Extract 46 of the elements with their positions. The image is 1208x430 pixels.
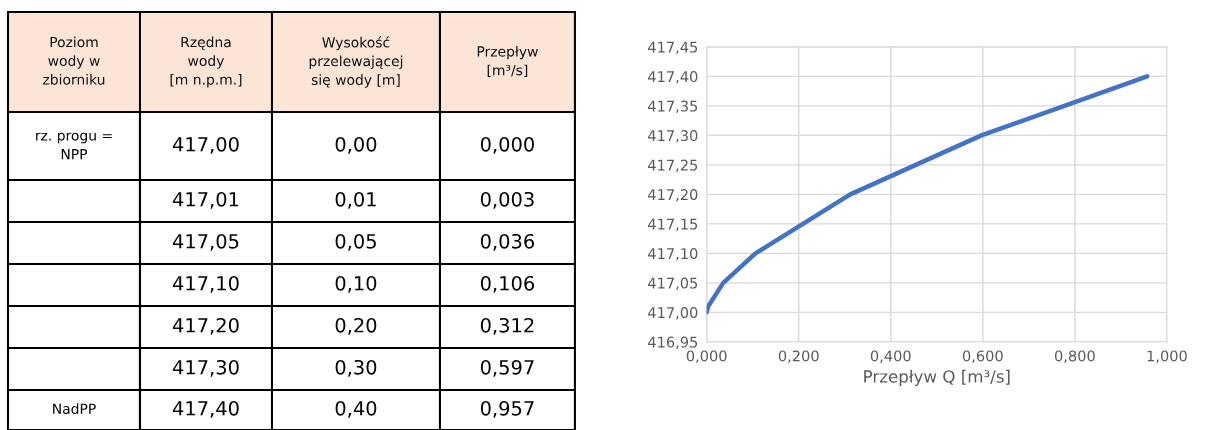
data-label: 0,957 <box>480 400 534 418</box>
data-label: 0,20 <box>335 317 377 335</box>
x-tick-label: Wysokość przelewającej się wody [m] <box>309 36 403 88</box>
data-label: 417,40 <box>172 400 239 418</box>
y-tick-label: 417,30 <box>648 130 698 143</box>
data-label: 417,01 <box>172 191 239 209</box>
data-label: 0,30 <box>335 359 377 377</box>
y-tick-label: 417,35 <box>648 100 698 114</box>
line-series <box>706 74 1150 315</box>
y-tick-label: 417,15 <box>648 218 698 232</box>
x-axis-title: Przepływ Q [m³/s] <box>864 369 1010 386</box>
x-tick-label: Przepływ [m³/s] <box>477 45 538 78</box>
data-label: 0,40 <box>335 400 377 418</box>
y-tick-label: 417,20 <box>648 189 698 202</box>
x-tick-label: 0,000 <box>686 350 727 363</box>
data-label: 0,000 <box>480 136 534 154</box>
y-tick-label: NadPP <box>53 403 96 415</box>
x-tick-label: 0,800 <box>1054 350 1095 363</box>
y-axis-title: Poziom wody w zbiorniku <box>43 36 105 85</box>
data-label: 417,05 <box>172 233 239 251</box>
data-label: 417,10 <box>172 275 239 293</box>
x-tick-label: 0,600 <box>962 350 1003 363</box>
data-label: 0,036 <box>480 233 535 251</box>
data-label: 0,00 <box>335 136 377 154</box>
y-tick-label: 417,05 <box>648 277 698 291</box>
data-label: 0,003 <box>480 191 534 209</box>
y-tick-label: 417,10 <box>648 248 698 261</box>
data-label: 0,106 <box>480 275 535 293</box>
data-label: 0,597 <box>480 359 534 377</box>
y-tick-label: 417,45 <box>648 41 698 55</box>
data-label: 0,10 <box>335 275 377 293</box>
data-label: 417,00 <box>172 136 239 154</box>
y-tick-label: rz. progu = NPP <box>36 132 112 160</box>
x-tick-label: 1,000 <box>1147 350 1187 363</box>
data-label: 417,30 <box>172 359 239 377</box>
x-tick-label: 0,200 <box>778 350 819 363</box>
data-label: 0,312 <box>480 317 534 335</box>
y-tick-label: 417,25 <box>648 159 698 173</box>
data-label: 0,01 <box>335 191 376 209</box>
y-tick-label: 416,95 <box>648 336 698 350</box>
x-tick-label: Rzędna wody [m n.p.m.] <box>170 36 242 88</box>
data-label: 417,20 <box>172 317 239 335</box>
y-tick-label: 417,00 <box>648 307 698 320</box>
data-label: 0,05 <box>335 233 376 251</box>
x-tick-label: 0,400 <box>870 350 911 363</box>
y-tick-label: 417,40 <box>648 71 698 84</box>
